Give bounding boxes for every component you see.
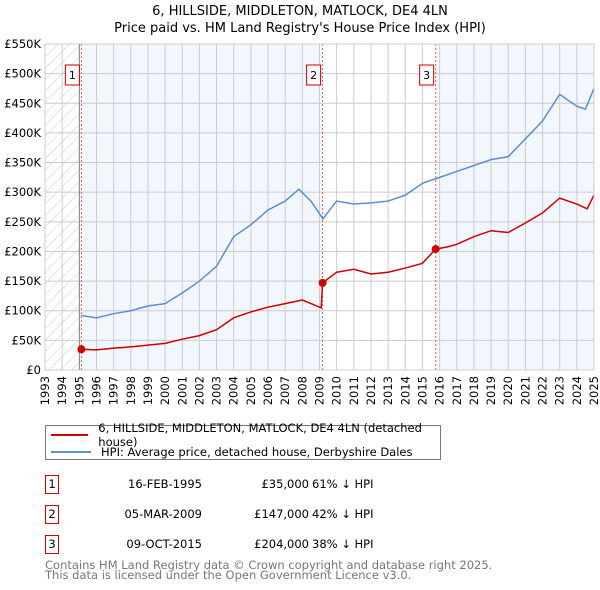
sale-point xyxy=(431,245,440,254)
x-tick-label: 2006 xyxy=(261,376,275,405)
legend-label: 6, HILLSIDE, MIDDLETON, MATLOCK, DE4 4LN… xyxy=(98,421,422,449)
x-tick-label: 2024 xyxy=(570,376,584,405)
y-tick-label: £200K xyxy=(4,244,41,258)
sale-marker-label: 3 xyxy=(423,69,430,82)
x-tick-label: 2009 xyxy=(313,376,327,405)
sale-point xyxy=(318,278,327,287)
x-tick-label: 1995 xyxy=(72,376,86,405)
date: 16-FEB-1995 xyxy=(128,477,202,491)
plot-border xyxy=(44,43,595,371)
sale-marker-label: 2 xyxy=(310,69,317,82)
x-tick-label: 1999 xyxy=(141,376,155,405)
hpi-diff: 61% ↓ HPI xyxy=(312,477,374,491)
x-tick-label: 2013 xyxy=(381,376,395,405)
period-band xyxy=(81,44,323,370)
x-tick-label: 2016 xyxy=(433,376,447,405)
x-tick-label: 1994 xyxy=(55,376,69,405)
footer-line: This data is licensed under the Open Gov… xyxy=(45,568,412,582)
series-line xyxy=(81,88,595,319)
x-tick-label: 2003 xyxy=(210,376,224,405)
y-tick-label: £50K xyxy=(12,333,42,347)
date: 05-MAR-2009 xyxy=(124,507,202,521)
price-chart: 1993 1994 1995 1996 1997 1998 1999 2000 2001 2002… xyxy=(4,37,600,405)
hpi-diff: 38% ↓ HPI xyxy=(312,537,374,551)
sale-marker-badge xyxy=(419,64,435,86)
footer: Contains HM Land Registry data © Crown c… xyxy=(45,558,493,582)
x-tick-label: 2001 xyxy=(175,376,189,405)
series-line xyxy=(81,194,595,351)
legend-swatch xyxy=(51,451,91,453)
x-tick-label: 2011 xyxy=(347,376,361,405)
period-band xyxy=(435,44,594,370)
y-tick-label: £400K xyxy=(4,126,41,140)
price: £204,000 xyxy=(254,537,309,551)
x-tick-label: 1996 xyxy=(89,376,103,405)
legend-label: HPI: Average price, detached house, Derb… xyxy=(101,445,413,459)
y-tick-label: £500K xyxy=(4,67,41,81)
x-tick-label: 2005 xyxy=(244,376,258,405)
x-tick-label: 2017 xyxy=(450,376,464,405)
y-tick-label: £300K xyxy=(4,185,41,199)
y-tick-label: £450K xyxy=(4,96,41,110)
x-tick-label: 2004 xyxy=(227,376,241,405)
y-tick-label: £550K xyxy=(4,37,41,51)
legend-item-property: 6, HILLSIDE, MIDDLETON, MATLOCK, DE4 4LN… xyxy=(51,421,440,449)
x-tick-label: 2015 xyxy=(415,376,429,405)
sale-marker-badge xyxy=(306,64,322,86)
legend-item-hpi: HPI: Average price, detached house, Derb… xyxy=(51,444,413,460)
x-tick-label: 2002 xyxy=(192,376,206,405)
x-tick-label: 2008 xyxy=(295,376,309,405)
x-tick-label: 2020 xyxy=(501,376,515,405)
y-tick-label: £150K xyxy=(4,274,41,288)
transaction-row: 1 16-FEB-1995 £35,000 61% ↓ HPI xyxy=(45,475,465,495)
x-tick-label: 2000 xyxy=(158,376,172,405)
footer-line: Contains HM Land Registry data © Crown c… xyxy=(45,558,493,572)
x-tick-label: 1998 xyxy=(124,376,138,405)
legend: 6, HILLSIDE, MIDDLETON, MATLOCK, DE4 4LN… xyxy=(45,421,441,460)
x-tick-label: 2025 xyxy=(587,376,600,405)
transaction-row: 2 05-MAR-2009 £147,000 42% ↓ HPI xyxy=(45,505,465,525)
x-tick-label: 2012 xyxy=(364,376,378,405)
x-tick-label: 2010 xyxy=(330,376,344,405)
transaction-row: 3 09-OCT-2015 £204,000 38% ↓ HPI xyxy=(45,535,465,555)
marker-badge: 3 xyxy=(45,535,59,554)
sale-marker-badge xyxy=(64,64,80,86)
hpi-diff: 42% ↓ HPI xyxy=(312,507,374,521)
sale-marker-label: 1 xyxy=(69,69,76,82)
y-tick-label: £100K xyxy=(4,304,41,318)
marker-badge: 1 xyxy=(45,475,59,494)
x-tick-label: 2023 xyxy=(553,376,567,405)
x-tick-label: 1993 xyxy=(38,376,52,405)
x-tick-label: 2007 xyxy=(278,376,292,405)
y-tick-label: £350K xyxy=(4,156,41,170)
chart-subtitle: Price paid vs. HM Land Registry's House … xyxy=(114,21,486,36)
pre-data-hatch xyxy=(45,44,82,370)
y-tick-label: £250K xyxy=(4,215,41,229)
marker-badge: 2 xyxy=(45,505,59,524)
x-tick-label: 2014 xyxy=(398,376,412,405)
legend-swatch xyxy=(51,434,89,436)
sale-point xyxy=(77,345,86,354)
price: £147,000 xyxy=(254,507,309,521)
x-tick-label: 1997 xyxy=(107,376,121,405)
chart-title: 6, HILLSIDE, MIDDLETON, MATLOCK, DE4 4LN xyxy=(152,4,448,19)
x-tick-label: 2022 xyxy=(536,376,550,405)
price: £35,000 xyxy=(261,477,309,491)
x-tick-label: 2019 xyxy=(484,376,498,405)
x-tick-label: 2018 xyxy=(467,376,481,405)
date: 09-OCT-2015 xyxy=(126,537,202,551)
x-tick-label: 2021 xyxy=(518,376,532,405)
y-tick-label: £0 xyxy=(26,363,41,377)
